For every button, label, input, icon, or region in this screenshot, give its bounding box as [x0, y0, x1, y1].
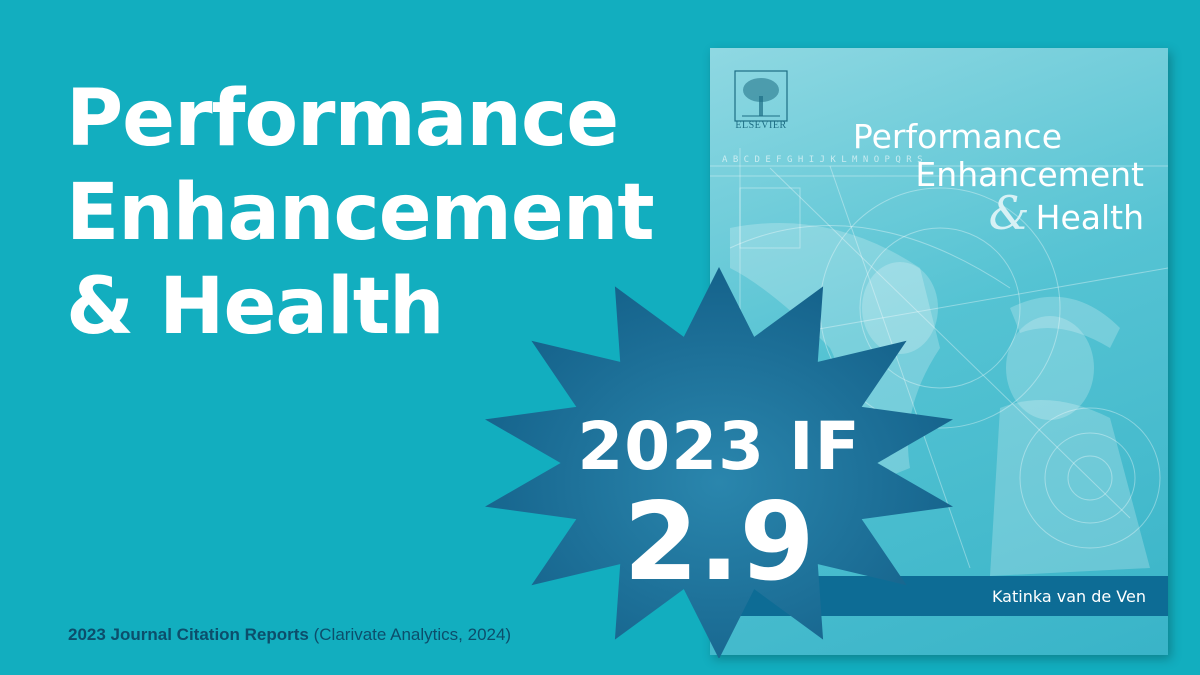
cover-title-line-1: Performance: [852, 117, 1062, 156]
cover-artwork: A B C D E F G H I J K L M N O P Q R S: [710, 148, 1168, 576]
citation-source-rest: (Clarivate Analytics, 2024): [308, 625, 512, 644]
impact-factor-starburst: [485, 267, 953, 658]
impact-factor-value: 2.9: [623, 480, 815, 605]
cover-title-line-2: Enhancement: [915, 155, 1144, 194]
starburst-shape: [485, 267, 953, 658]
publisher-name: ELSEVIER: [735, 120, 787, 131]
headline-line-1: Performance: [66, 74, 619, 164]
headline: Performance Enhancement & Health: [66, 72, 655, 354]
citation-source-bold: 2023 Journal Citation Reports: [68, 625, 309, 644]
headline-line-2: Enhancement: [66, 168, 655, 258]
impact-factor-badge: 2023 IF 2.9: [478, 258, 960, 658]
headline-line-3: & Health: [66, 262, 445, 352]
citation-source: 2023 Journal Citation Reports (Clarivate…: [68, 625, 511, 645]
cover-title-ampersand: &: [988, 186, 1030, 240]
cover-alphabet: A B C D E F G H I J K L M N O P Q R S: [722, 155, 922, 165]
cover-title-line-3: Health: [1035, 198, 1144, 237]
author-name: Katinka van de Ven: [991, 587, 1146, 606]
elsevier-tree-logo: [734, 70, 788, 122]
cover-title: Performance Enhancement & Health: [853, 118, 1144, 237]
cover-title-line-3-wrap: & Health: [853, 190, 1144, 237]
impact-factor-label: 2023 IF: [577, 408, 861, 485]
